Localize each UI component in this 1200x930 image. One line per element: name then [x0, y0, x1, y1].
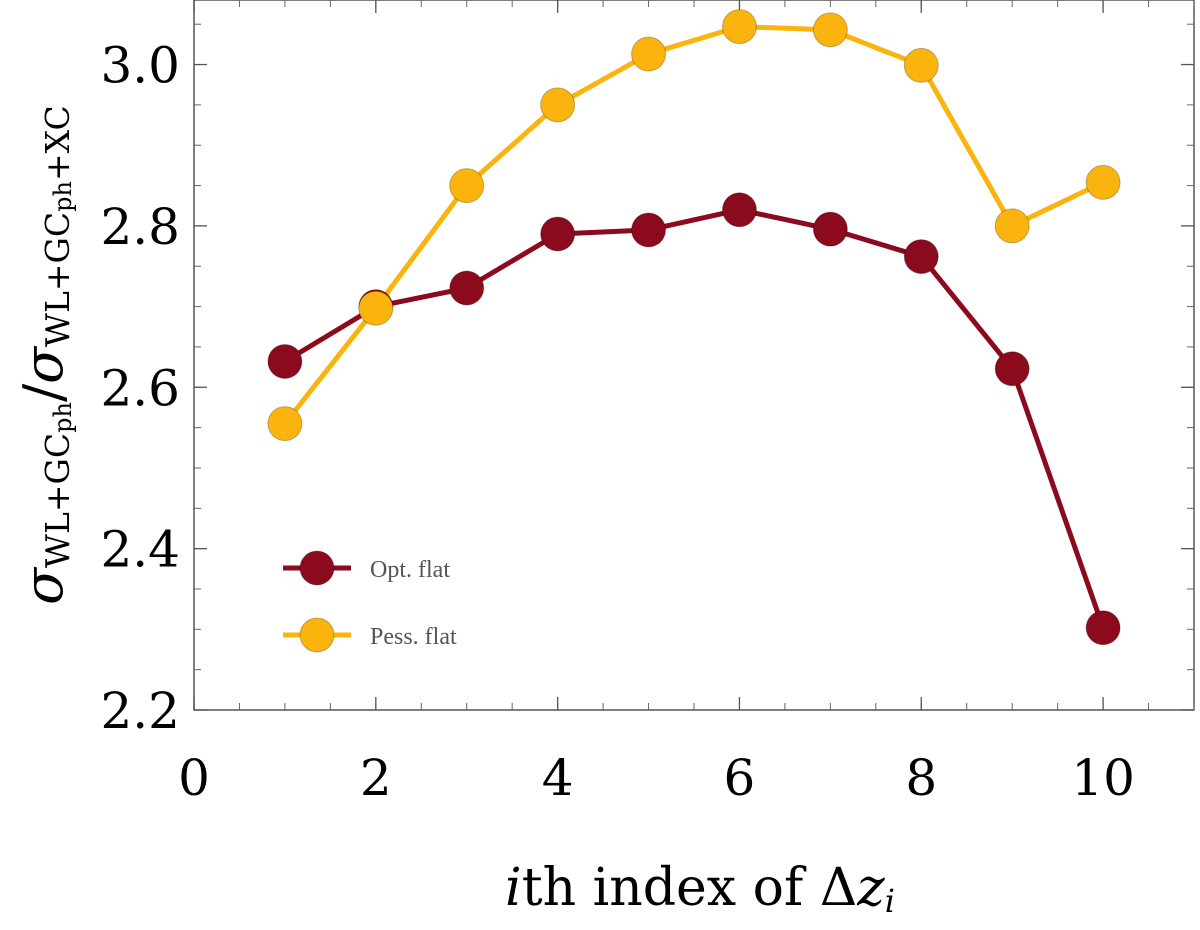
data-point-opt-flat — [812, 211, 848, 247]
y-tick-label: 3.0 — [100, 37, 180, 95]
data-point-opt-flat — [540, 216, 576, 252]
data-point-pess-flat — [903, 47, 939, 83]
legend-label-opt-flat: Opt. flat — [370, 557, 450, 583]
y-tick-label: 2.6 — [100, 359, 180, 417]
axis-title-part: σ — [12, 566, 75, 605]
data-point-pess-flat — [994, 208, 1030, 244]
data-point-pess-flat — [540, 87, 576, 123]
plot-frame — [193, 0, 1195, 711]
axis-title-part: th index of — [522, 858, 820, 918]
axis-title-part: ph — [49, 181, 77, 212]
x-tick-label: 4 — [542, 749, 574, 807]
axis-title-part: WL+GC — [38, 212, 77, 347]
axis-title-part: i — [505, 858, 522, 918]
minor-ticks — [193, 0, 1195, 711]
x-tick-label: 8 — [905, 749, 937, 807]
x-tick-label: 2 — [360, 749, 392, 807]
data-point-pess-flat — [449, 168, 485, 204]
y-tick-labels: 2.2 2.4 2.6 2.8 3.0 — [100, 37, 180, 740]
data-point-pess-flat — [631, 36, 667, 72]
x-tick-label: 6 — [724, 749, 756, 807]
major-ticks — [193, 0, 1194, 711]
axis-title-part: ph — [49, 402, 77, 433]
legend-marker-opt-flat — [299, 550, 335, 586]
y-tick-label: 2.4 — [100, 521, 180, 579]
data-point-pess-flat — [358, 290, 394, 326]
series-points — [267, 9, 1121, 646]
x-tick-label: 10 — [1071, 749, 1135, 807]
axis-title-part: i — [885, 882, 895, 920]
series-lines — [282, 24, 1106, 629]
data-point-opt-flat — [994, 351, 1030, 387]
data-point-opt-flat — [1085, 610, 1121, 646]
data-point-pess-flat — [721, 9, 757, 45]
legend: Opt. flat Pess. flat — [283, 550, 457, 653]
y-tick-label: 2.8 — [100, 198, 180, 256]
x-tick-label: 0 — [178, 749, 210, 807]
x-axis-title: ith index of Δzi — [505, 858, 895, 920]
axis-title-part: / — [12, 383, 75, 402]
axis-title-part: σ — [12, 345, 75, 384]
series-line-opt-flat — [283, 207, 1106, 629]
data-point-opt-flat — [267, 343, 303, 379]
x-tick-labels: 0 2 4 6 8 10 — [178, 749, 1135, 807]
legend-item-opt-flat: Opt. flat — [283, 550, 450, 586]
data-point-opt-flat — [721, 192, 757, 228]
axis-title-part: WL+GC — [38, 433, 77, 568]
data-point-pess-flat — [267, 406, 303, 442]
axis-title-part: Δ — [820, 858, 858, 918]
data-point-pess-flat — [812, 12, 848, 48]
data-point-opt-flat — [449, 270, 485, 306]
y-axis-title: σWL+GCph/σWL+GCph+XC — [12, 105, 77, 605]
axis-title-part: +XC — [38, 105, 77, 181]
data-point-opt-flat — [631, 212, 667, 248]
axis-title-part: z — [856, 858, 885, 918]
legend-marker-pess-flat — [299, 617, 335, 653]
y-tick-label: 2.2 — [100, 682, 180, 740]
legend-label-pess-flat: Pess. flat — [370, 624, 457, 650]
legend-item-pess-flat: Pess. flat — [283, 617, 457, 653]
data-point-opt-flat — [903, 239, 939, 275]
data-point-pess-flat — [1085, 164, 1121, 200]
series-line-pess-flat — [282, 24, 1105, 426]
